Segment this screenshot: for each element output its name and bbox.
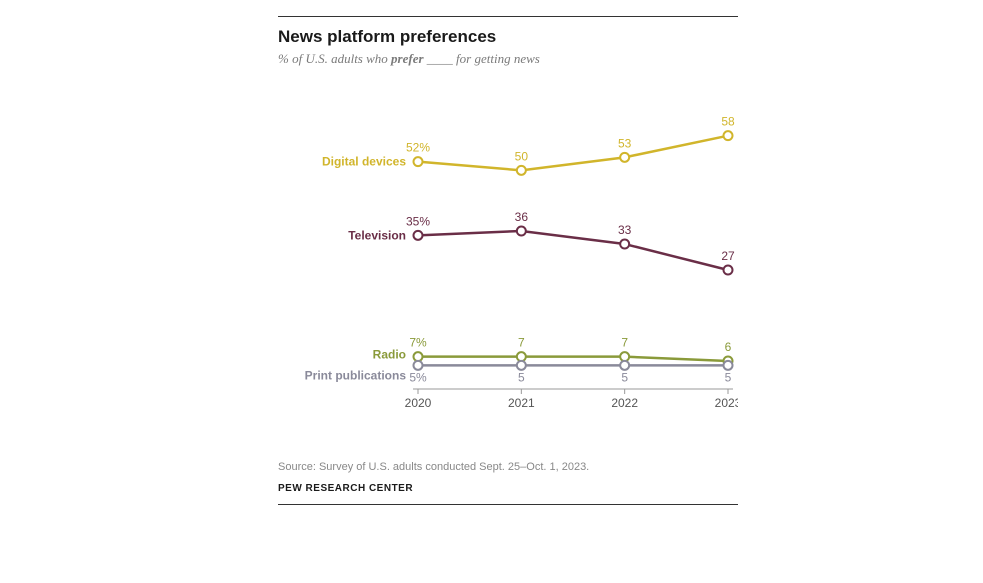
line-chart-svg: 2020 2021 2022 2023 52% 50 53 58 Digital devices… (278, 77, 738, 417)
series-line-radio (418, 357, 728, 361)
value-label-radio: 7 (621, 336, 628, 350)
series-label-radio: Radio (373, 348, 406, 362)
value-label-radio: 6 (725, 340, 732, 354)
marker-print (517, 361, 526, 370)
top-rule (278, 16, 738, 17)
series-line-digital (418, 136, 728, 171)
value-label-digital: 50 (515, 149, 529, 163)
marker-digital (517, 166, 526, 175)
marker-digital (724, 131, 733, 140)
value-label-digital: 52% (406, 141, 430, 155)
plot-area: 2020 2021 2022 2023 52% 50 53 58 Digital devices… (278, 77, 738, 447)
series-label-digital: Digital devices (322, 155, 406, 169)
subtitle-bold: prefer (391, 51, 424, 66)
value-label-radio: 7% (409, 336, 427, 350)
value-label-radio: 7 (518, 336, 525, 350)
chart-title: News platform preferences (278, 27, 738, 47)
marker-print (414, 361, 423, 370)
marker-television (517, 227, 526, 236)
x-axis-label: 2021 (508, 396, 535, 410)
chart-source: Source: Survey of U.S. adults conducted … (278, 461, 738, 473)
marker-television (724, 266, 733, 275)
subtitle-prefix: % of U.S. adults who (278, 51, 391, 66)
value-label-print: 5 (518, 370, 525, 384)
x-axis-label: 2020 (405, 396, 432, 410)
chart-subtitle: % of U.S. adults who prefer ____ for get… (278, 51, 738, 67)
series-label-television: Television (348, 228, 406, 242)
marker-print (724, 361, 733, 370)
marker-radio (414, 352, 423, 361)
chart-attribution: PEW RESEARCH CENTER (278, 483, 738, 494)
marker-television (414, 231, 423, 240)
subtitle-suffix: ____ for getting news (424, 51, 540, 66)
x-axis-label: 2023 (715, 396, 738, 410)
series-label-print: Print publications (305, 368, 407, 382)
value-label-television: 33 (618, 223, 632, 237)
marker-digital (620, 153, 629, 162)
chart-container: News platform preferences % of U.S. adul… (278, 16, 738, 505)
value-label-digital: 53 (618, 136, 632, 150)
marker-print (620, 361, 629, 370)
marker-radio (620, 352, 629, 361)
value-label-print: 5 (621, 370, 628, 384)
marker-television (620, 240, 629, 249)
value-label-print: 5 (725, 370, 732, 384)
series-line-television (418, 231, 728, 270)
value-label-television: 35% (406, 214, 430, 228)
marker-radio (517, 352, 526, 361)
value-label-television: 36 (515, 210, 529, 224)
marker-digital (414, 157, 423, 166)
value-label-digital: 58 (721, 115, 735, 129)
bottom-rule (278, 504, 738, 505)
x-axis-label: 2022 (611, 396, 638, 410)
value-label-television: 27 (721, 249, 735, 263)
value-label-print: 5% (409, 370, 427, 384)
